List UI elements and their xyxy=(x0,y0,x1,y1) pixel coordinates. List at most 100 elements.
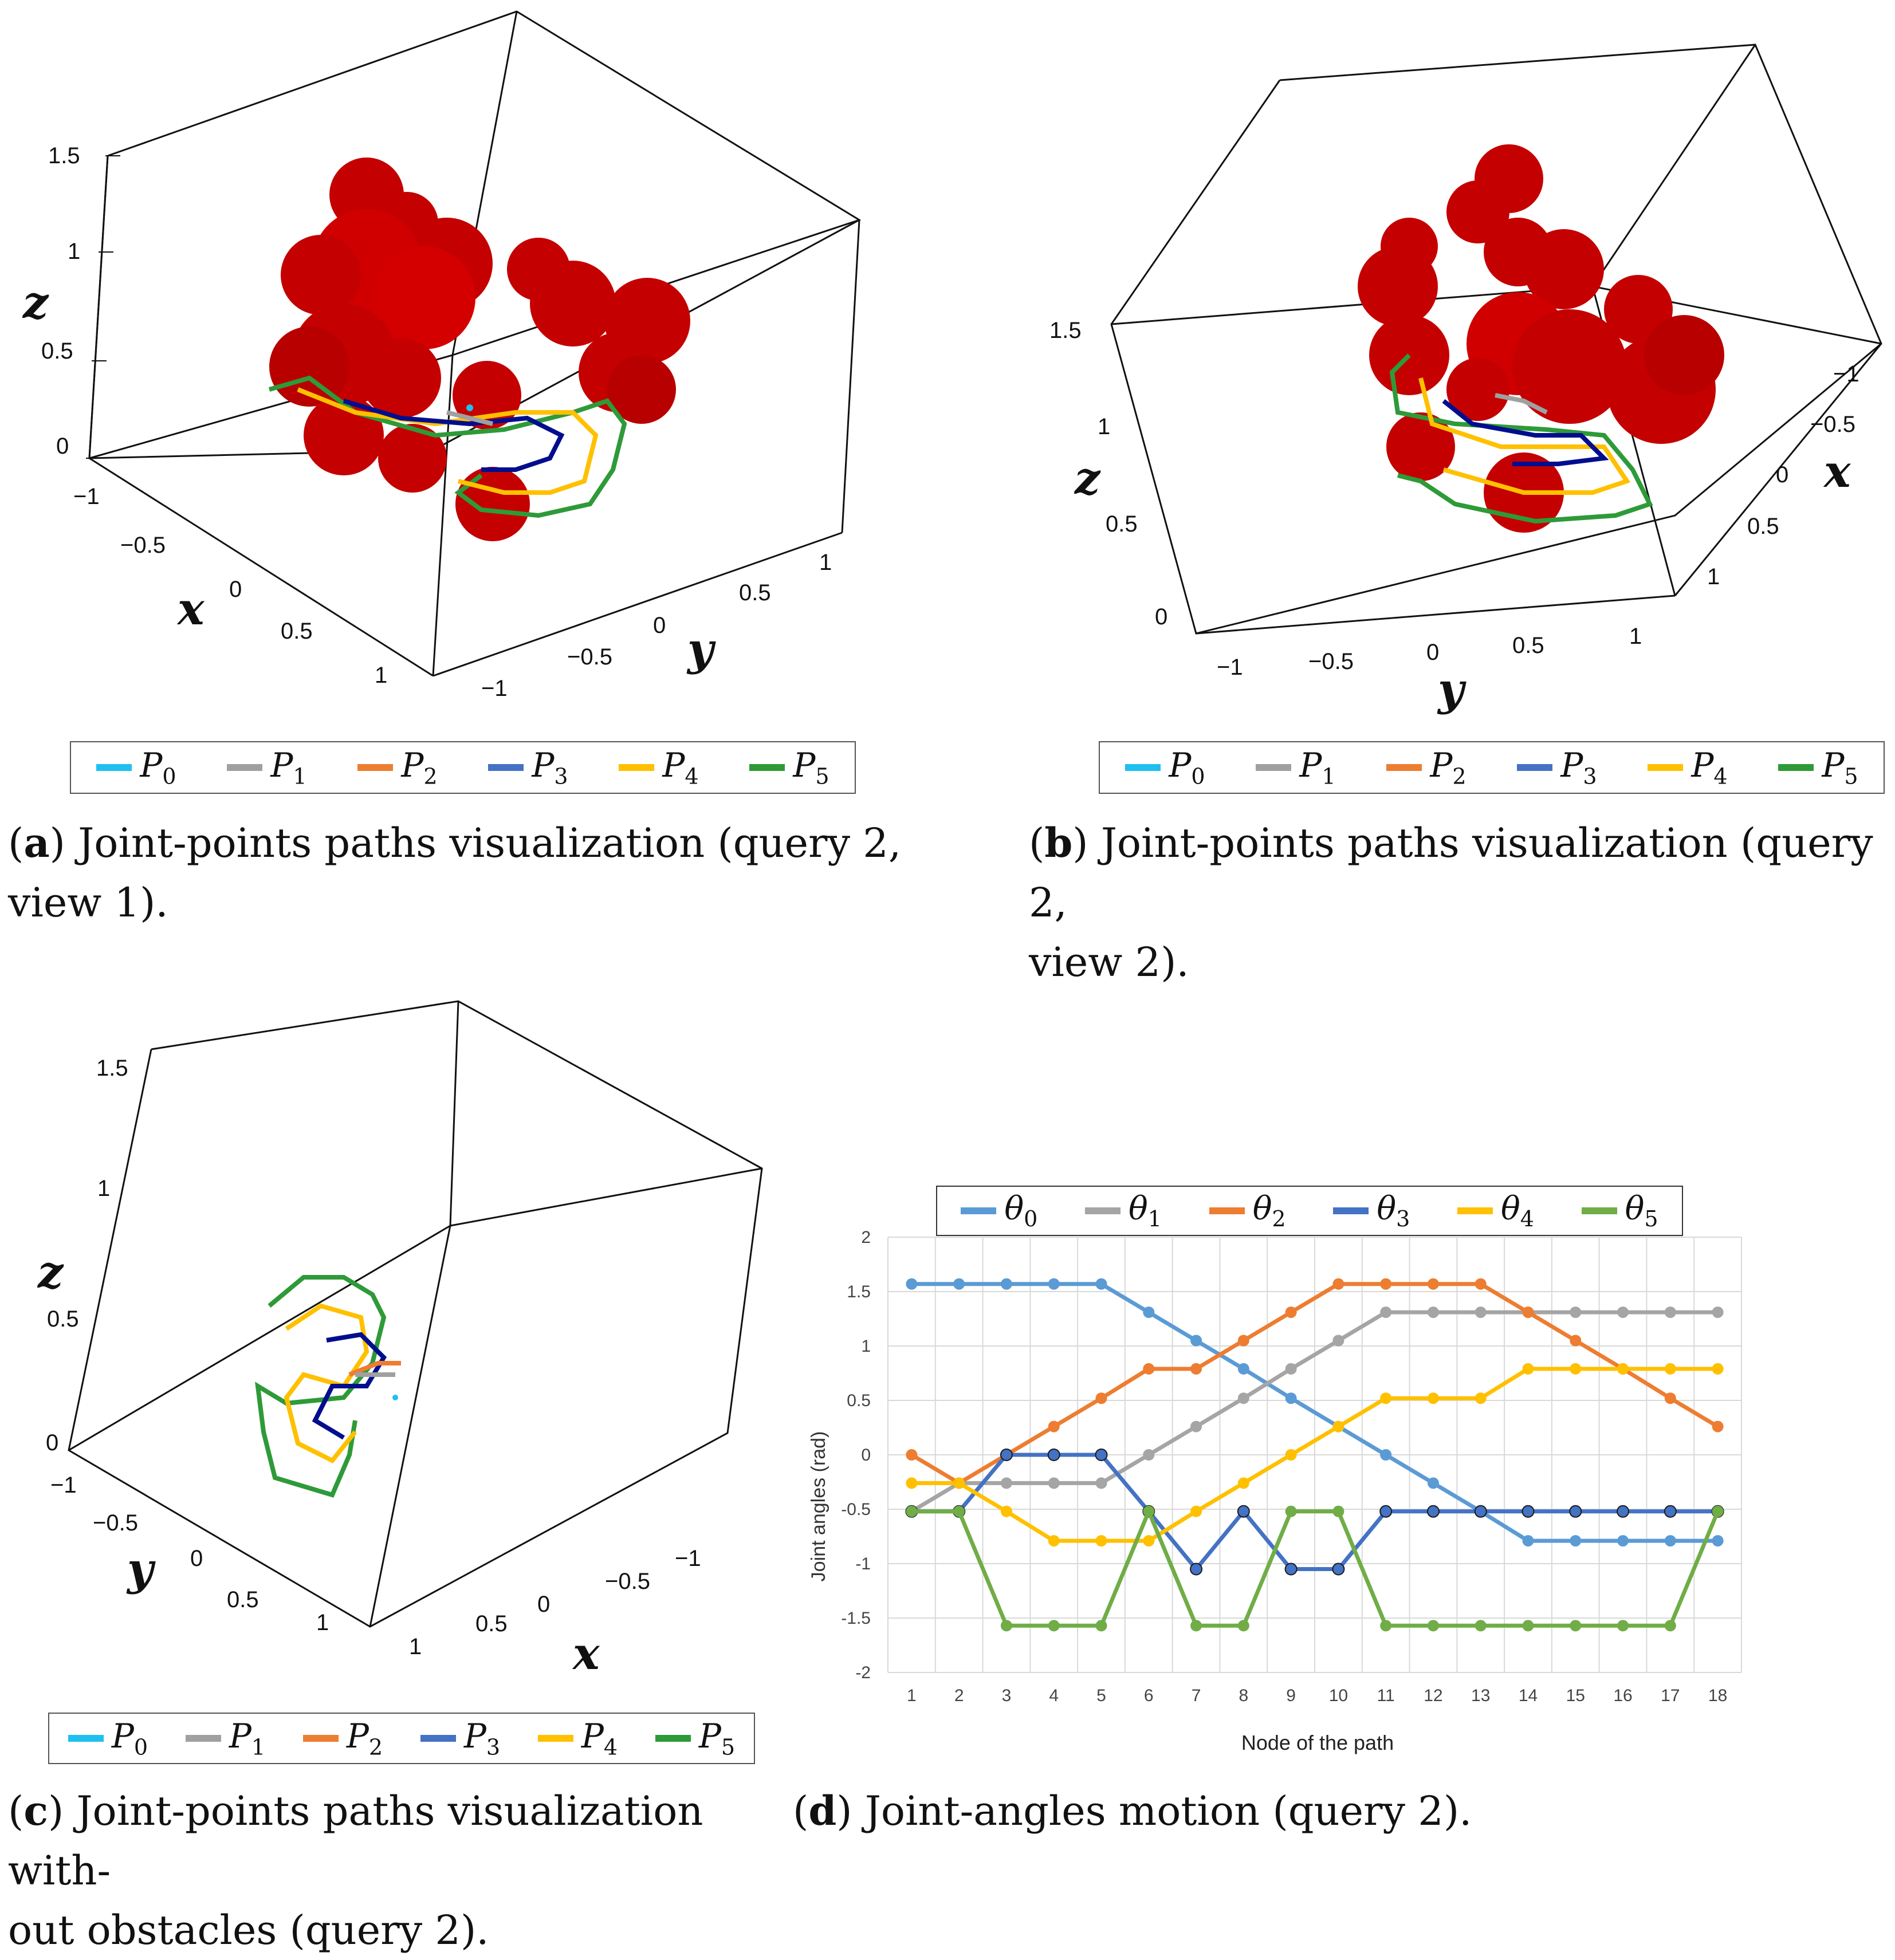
y-axis-label: y xyxy=(126,1543,156,1595)
y-tick-label: 1.5 xyxy=(847,1282,871,1301)
chart-legend: θ0 θ1 θ2 θ3 θ4 θ5 xyxy=(936,1186,1683,1236)
data-point-theta1 xyxy=(1712,1306,1724,1319)
x-tick-label: 1 xyxy=(409,1634,422,1659)
legend-label: P5 xyxy=(793,746,829,789)
data-point-theta0 xyxy=(1712,1535,1724,1547)
series-line-theta1 xyxy=(910,1310,1718,1513)
data-point-theta1 xyxy=(1475,1306,1487,1319)
joint-paths xyxy=(255,1275,401,1498)
caption-text: view 1). xyxy=(8,879,168,926)
obstacle-spheres xyxy=(1358,144,1724,533)
data-point-theta4 xyxy=(1475,1392,1487,1404)
legend-swatch xyxy=(619,764,655,771)
legend-label: P0 xyxy=(111,1717,148,1760)
data-point-theta1 xyxy=(1380,1306,1392,1319)
x-tick-label: 12 xyxy=(1424,1686,1442,1705)
legend-item: P0 xyxy=(68,1717,148,1760)
y-tick-label: 0 xyxy=(1426,640,1439,665)
data-point-theta3 xyxy=(1284,1563,1298,1576)
data-point-theta4 xyxy=(1712,1363,1724,1375)
x-tick-label: −1 xyxy=(1833,361,1859,387)
data-point-theta2 xyxy=(1664,1392,1676,1404)
y-tick-label: 0.5 xyxy=(739,580,771,605)
data-point-theta2 xyxy=(1190,1363,1202,1375)
caption-text: view 2). xyxy=(1029,939,1189,986)
y-tick-label: -2 xyxy=(855,1663,871,1682)
z-axis-label: z xyxy=(22,277,49,329)
x-tick-label: 9 xyxy=(1286,1686,1296,1705)
data-point-theta2 xyxy=(1095,1392,1107,1404)
data-point-theta4 xyxy=(1237,1477,1249,1489)
data-point-theta3 xyxy=(1047,1449,1060,1461)
data-point-theta1 xyxy=(1332,1335,1344,1347)
data-point-theta4 xyxy=(1380,1392,1392,1404)
data-point-theta4 xyxy=(953,1477,965,1489)
data-point-theta2 xyxy=(1048,1420,1060,1432)
series-line-theta2 xyxy=(910,1282,1719,1485)
z-tick-label: 0 xyxy=(56,434,69,459)
z-tick-label: 0.5 xyxy=(1106,511,1138,537)
data-point-theta4 xyxy=(1143,1535,1155,1547)
x-tick-label: 2 xyxy=(954,1686,964,1705)
z-tick-label: 0.5 xyxy=(47,1306,79,1332)
legend-item: P1 xyxy=(1256,746,1336,789)
legend-swatch xyxy=(1125,764,1161,771)
x-axis-label: x xyxy=(1823,446,1851,498)
x-axis-label: x xyxy=(572,1628,600,1680)
x-tick-label: −1 xyxy=(675,1546,701,1571)
legend-swatch xyxy=(749,764,785,771)
joint-paths xyxy=(1389,353,1653,524)
x-tick-label: 0 xyxy=(537,1592,550,1617)
legend-swatch xyxy=(227,764,263,771)
data-point-theta0 xyxy=(1048,1278,1060,1290)
data-point-theta1 xyxy=(1000,1477,1012,1489)
caption-text: ) Joint-points paths visualization with- xyxy=(8,1788,703,1894)
legend-item: P2 xyxy=(302,1717,383,1760)
data-point-theta1 xyxy=(1095,1477,1107,1489)
legend-panel-b: P0 P1 P2 P3 P4 P5 xyxy=(1099,741,1885,794)
legend-label: P3 xyxy=(532,746,568,789)
y-tick-label: 1 xyxy=(316,1610,329,1635)
y-tick-label: 0.5 xyxy=(227,1587,259,1612)
legend-item: P5 xyxy=(749,746,829,789)
legend-label: P4 xyxy=(1691,746,1728,789)
data-point-theta3 xyxy=(1332,1563,1345,1576)
legend-swatch xyxy=(1457,1207,1493,1214)
data-point-theta4 xyxy=(1664,1363,1676,1375)
data-point-theta5 xyxy=(953,1505,965,1517)
data-point-theta1 xyxy=(1664,1306,1676,1319)
z-tick-label: 0.5 xyxy=(41,339,73,364)
legend-item: P4 xyxy=(537,1717,618,1760)
x-tick-label: 14 xyxy=(1519,1686,1538,1705)
legend-item: θ2 xyxy=(1209,1190,1286,1231)
legend-swatch xyxy=(1581,1207,1617,1214)
y-tick-label: −1 xyxy=(481,676,508,701)
legend-label: P3 xyxy=(1560,746,1597,789)
y-axis-label: y xyxy=(686,623,716,675)
legend-label: P3 xyxy=(463,1717,501,1760)
legend-swatch xyxy=(961,1207,997,1214)
y-tick-label: 1 xyxy=(1629,624,1642,649)
z-tick-label: 1 xyxy=(1098,414,1110,439)
data-point-theta3 xyxy=(1521,1505,1535,1518)
legend-swatch xyxy=(185,1735,221,1742)
data-point-theta2 xyxy=(1427,1278,1439,1290)
legend-label: P5 xyxy=(698,1717,736,1760)
legend-label: P1 xyxy=(270,746,307,789)
legend-item: P0 xyxy=(96,746,176,789)
legend-item: P1 xyxy=(227,746,307,789)
data-point-theta3 xyxy=(1095,1449,1108,1461)
legend-item: P2 xyxy=(357,746,438,789)
legend-label: θ1 xyxy=(1129,1190,1162,1232)
data-point-theta2 xyxy=(1237,1335,1249,1347)
data-point-theta4 xyxy=(1190,1505,1202,1517)
legend-item: θ0 xyxy=(961,1190,1037,1231)
panel-b-3d-plot: 1.5 1 0.5 0 z −1 −0.5 0 0.5 1 y −1 −0.5 … xyxy=(1049,44,1882,715)
data-point-theta4 xyxy=(1095,1535,1107,1547)
x-tick-label: 4 xyxy=(1049,1686,1059,1705)
data-point-theta0 xyxy=(1380,1449,1392,1461)
data-point-theta0 xyxy=(1095,1278,1107,1290)
x-tick-label: 13 xyxy=(1471,1686,1490,1705)
caption-text: ) Joint-angles motion (query 2). xyxy=(836,1788,1472,1835)
data-point-theta5 xyxy=(1143,1505,1155,1517)
